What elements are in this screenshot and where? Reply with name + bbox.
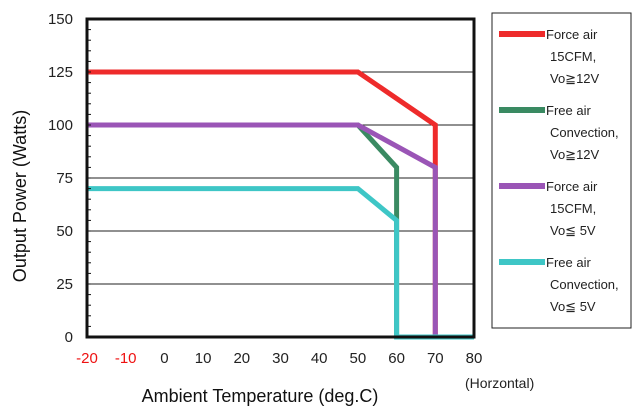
y-tick-label: 50 xyxy=(56,223,73,240)
y-axis-title: Output Power (Watts) xyxy=(10,110,30,282)
y-tick-label: 150 xyxy=(48,11,73,28)
legend-label: Force air xyxy=(546,27,598,42)
legend-label: Vo≧12V xyxy=(550,71,600,86)
legend-label: Vo≧12V xyxy=(550,147,600,162)
x-tick-label: -20 xyxy=(76,350,98,367)
legend-label: 15CFM, xyxy=(550,49,596,64)
series-line xyxy=(87,122,438,337)
legend-box xyxy=(491,12,632,329)
x-tick-label: 80 xyxy=(466,350,483,367)
series-lines xyxy=(87,69,474,340)
y-tick-label: 25 xyxy=(56,276,73,293)
x-tick-label: 40 xyxy=(311,350,328,367)
gridlines xyxy=(87,71,474,285)
x-tick-label: 70 xyxy=(427,350,444,367)
legend-label: Convection, xyxy=(550,125,619,140)
x-tick-label: 20 xyxy=(233,350,250,367)
x-tick-label: 50 xyxy=(350,350,367,367)
series-line xyxy=(87,186,474,340)
series-line xyxy=(87,69,438,337)
legend-label: Vo≦ 5V xyxy=(550,223,596,238)
x-tick-label: 60 xyxy=(388,350,405,367)
x-tick-label: -10 xyxy=(115,350,137,367)
x-tick-label: 10 xyxy=(195,350,212,367)
legend-label: 15CFM, xyxy=(550,201,596,216)
legend-label: Free air xyxy=(546,103,591,118)
x-axis-note: (Horzontal) xyxy=(465,375,534,391)
legend: Force air 15CFM, Vo≧12V Free air Convection,… xyxy=(499,27,619,314)
x-tick-label: 0 xyxy=(160,350,168,367)
y-tick-label: 75 xyxy=(56,170,73,187)
axis-ticks: 0 25 50 75 100 125 150 -20 -10 0 10 20 30 40 50 60 70 80 xyxy=(48,11,482,367)
x-tick-label: 30 xyxy=(272,350,289,367)
legend-label: Convection, xyxy=(550,277,619,292)
legend-label: Force air xyxy=(546,179,598,194)
legend-label: Free air xyxy=(546,255,591,270)
y-tick-label: 0 xyxy=(65,329,73,346)
legend-label: Vo≦ 5V xyxy=(550,299,596,314)
y-tick-label: 125 xyxy=(48,64,73,81)
x-axis-title: Ambient Temperature (deg.C) xyxy=(142,386,379,406)
y-tick-label: 100 xyxy=(48,117,73,134)
